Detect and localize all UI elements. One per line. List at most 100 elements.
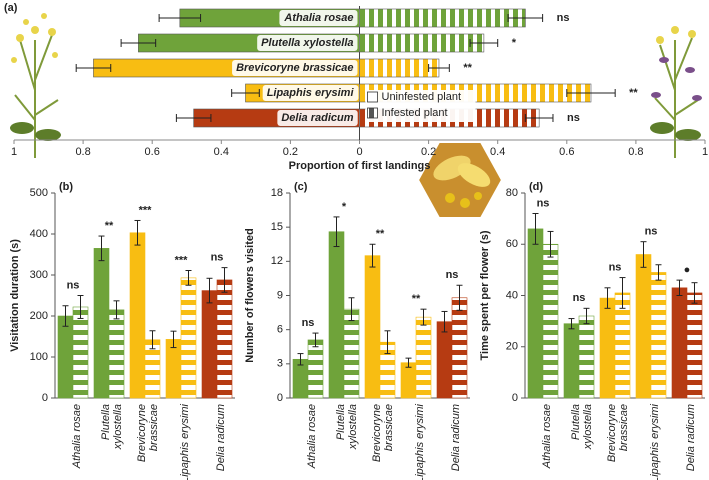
significance: ns (537, 197, 550, 209)
label-background (232, 60, 358, 76)
x-tick-label: Delia radicum (685, 404, 697, 471)
bar (364, 255, 381, 399)
bar (216, 279, 233, 399)
legend-swatch (367, 91, 378, 103)
error-bar (532, 213, 539, 245)
x-tick-label: Athalia rosae (71, 404, 83, 469)
significance: ** (463, 62, 472, 74)
error-bar (619, 277, 626, 309)
bar (635, 254, 652, 399)
panel-label: (b) (59, 181, 73, 193)
significance: ** (376, 228, 385, 240)
error-bar (62, 305, 69, 327)
y-tick-label: 0 (42, 392, 48, 404)
error-bar (640, 241, 647, 268)
y-tick-label: 200 (30, 310, 48, 322)
error-bar (456, 284, 463, 311)
x-tick-label: Plutella (570, 404, 582, 440)
bar (686, 292, 703, 399)
y-tick-label: 60 (506, 238, 518, 250)
x-tick-label: Athalia rosae (541, 404, 553, 469)
error-bar (149, 330, 156, 350)
error-bar (348, 297, 355, 322)
error-bar (369, 243, 376, 268)
error-bar (231, 89, 260, 97)
bar (93, 248, 110, 399)
y-tick-label: 300 (30, 269, 48, 281)
x-tick-label: Plutella (335, 404, 347, 440)
significance: ● (684, 264, 691, 276)
legend-box (365, 90, 476, 122)
error-bar (604, 287, 611, 309)
bar (57, 315, 74, 399)
x-tick-label: Lipaphis erysimi (414, 403, 426, 480)
bar (72, 306, 89, 399)
y-tick-label: 0 (277, 392, 283, 404)
error-bar (77, 295, 84, 319)
y-tick-label: 20 (506, 341, 518, 353)
label-background (262, 85, 359, 101)
plots: (a) 1 0.8 0.6 0.4 0.2 0 0.2 0.4 0.6 0.8 1 Proportion… (4, 2, 708, 480)
category-label: Lipaphis erysimi (267, 87, 355, 99)
x-tick-label: Brevicoryne (606, 404, 618, 462)
category-label: Athalia rosae (283, 12, 353, 24)
x-tick-label: 1 (702, 146, 708, 158)
category-label: Brevicoryne brassicae (236, 62, 353, 74)
significance: ns (211, 252, 224, 264)
error-bar (583, 307, 590, 325)
x-tick-label: 0.4 (214, 146, 229, 158)
y-tick-label: 12 (271, 255, 283, 267)
plant-illustration-right (650, 26, 702, 158)
bar (563, 323, 580, 399)
plant-illustration-left (10, 13, 61, 158)
error-bar (469, 39, 499, 47)
x-tick-label: Athalia rosae (306, 404, 318, 469)
error-bar (547, 230, 554, 258)
bar (451, 297, 468, 399)
y-tick-label: 80 (506, 187, 518, 199)
x-tick-label: Lipaphis erysimi (179, 403, 191, 480)
x-tick-label: 0.6 (145, 146, 160, 158)
x-tick-label: Delia radicum (450, 404, 462, 471)
error-bar (441, 310, 448, 333)
y-axis-label: Visitation duration (s) (9, 239, 21, 352)
y-tick-label: 400 (30, 228, 48, 240)
significance: ns (645, 226, 658, 238)
error-bar (676, 279, 683, 296)
bar (436, 321, 453, 399)
error-bar (75, 64, 112, 72)
bar (542, 243, 559, 399)
x-tick-label: 0.4 (490, 146, 505, 158)
x-tick-label: brassicae (618, 404, 630, 451)
x-tick-label: 0 (356, 146, 362, 158)
significance: ** (105, 220, 114, 232)
legend-swatch (367, 107, 378, 119)
x-tick-label: 0.8 (75, 146, 90, 158)
y-tick-label: 15 (271, 221, 283, 233)
error-bar (98, 235, 105, 262)
bar (359, 8, 526, 28)
y-tick-label: 100 (30, 351, 48, 363)
bar (201, 290, 218, 399)
bar (359, 33, 485, 53)
legend-label: Infested plant (382, 107, 448, 119)
bar (165, 339, 182, 399)
x-tick-label: 1 (11, 146, 17, 158)
significance: ns (573, 292, 586, 304)
significance: *** (139, 204, 153, 216)
error-bar (170, 330, 177, 349)
y-axis-label: Time spent per flower (s) (479, 230, 491, 360)
error-bar (568, 318, 575, 330)
bar (359, 58, 440, 78)
significance: *** (175, 254, 189, 266)
bar (180, 277, 197, 399)
y-tick-label: 500 (30, 187, 48, 199)
significance: ns (567, 112, 580, 124)
significance: ns (67, 279, 80, 291)
y-tick-label: 18 (271, 187, 283, 199)
y-tick-label: 9 (277, 289, 283, 301)
bar (415, 316, 432, 399)
category-label: Plutella xylostella (261, 37, 353, 49)
bar (400, 362, 417, 399)
